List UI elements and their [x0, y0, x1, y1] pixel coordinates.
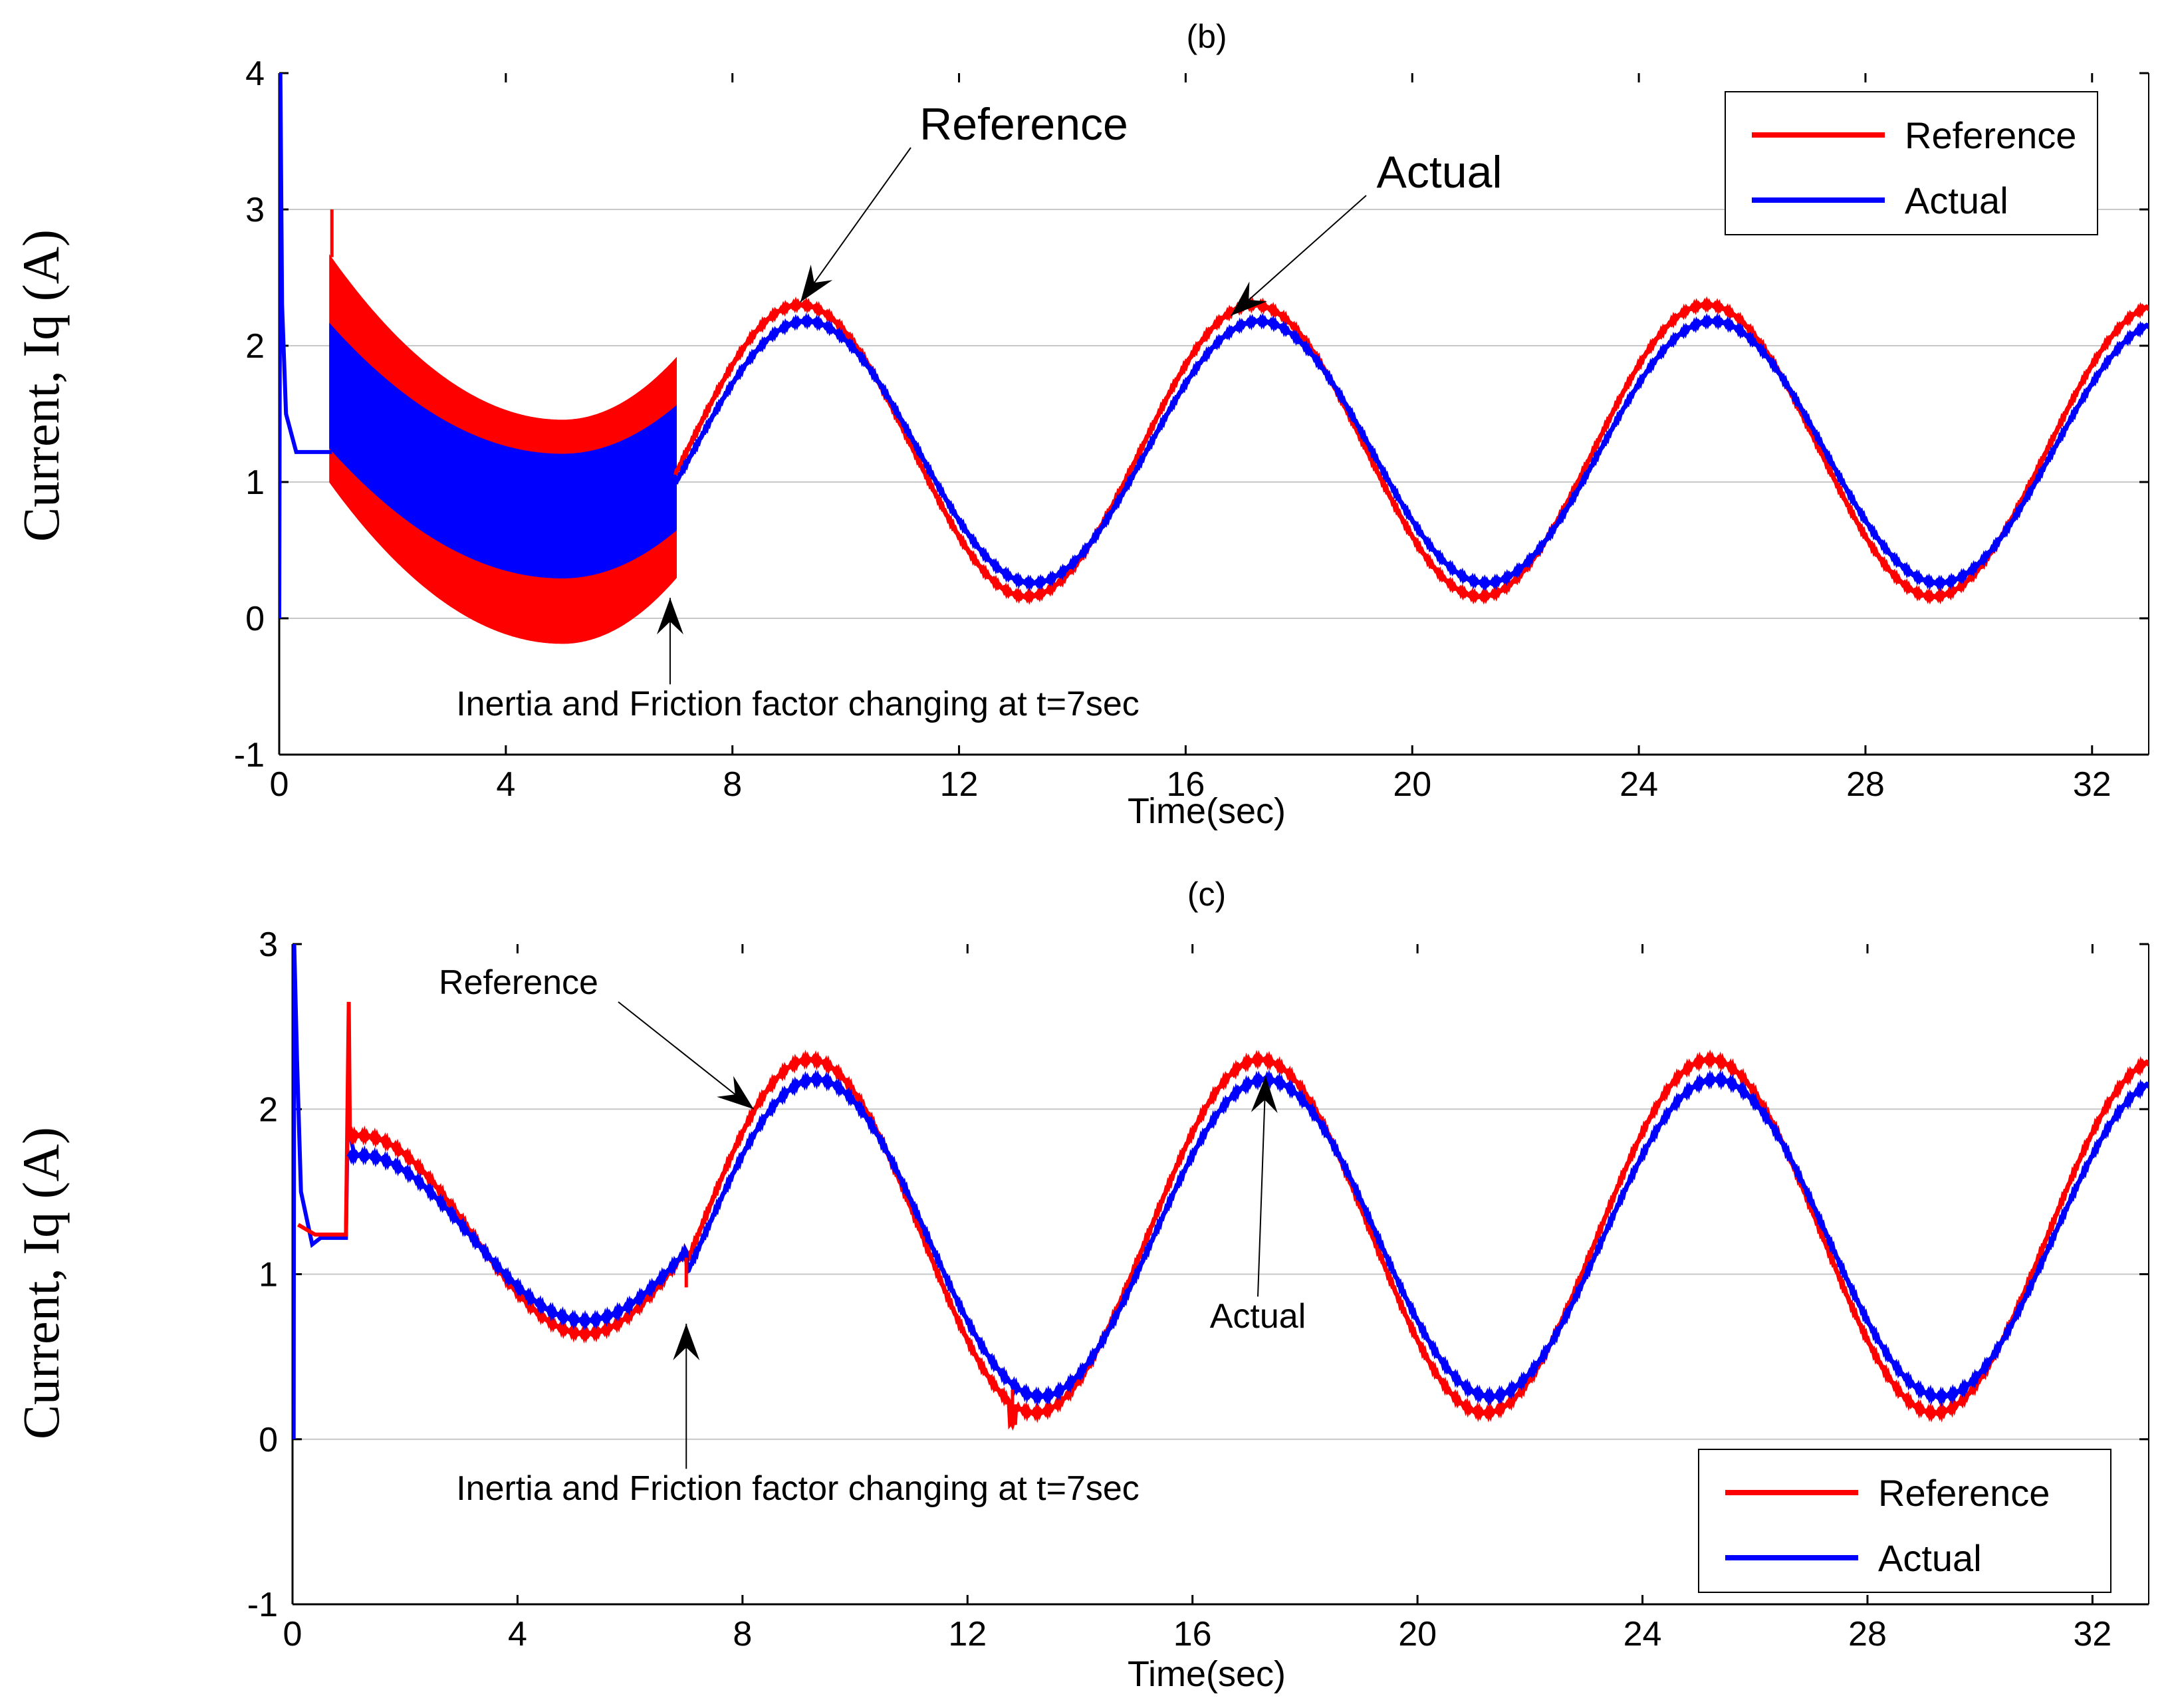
chart-panel-c: 0 4 8 12 16 20 24 28 32-10123(c)Time(sec)Current…	[12, 876, 2149, 1694]
legend-label: Actual	[1905, 180, 2008, 221]
x-axis-label: Time(sec)	[1128, 1654, 1286, 1694]
x-tick-label: 16	[1173, 1615, 1212, 1653]
y-tick-label: 4	[245, 55, 265, 93]
y-tick-label: 2	[259, 1090, 278, 1129]
annotation-label: Reference	[439, 963, 598, 1002]
y-tick-label: 1	[259, 1256, 278, 1294]
y-tick-label: 2	[245, 327, 265, 366]
legend: Reference Actual	[1725, 92, 2098, 235]
x-tick-label: 24	[1620, 765, 1658, 804]
y-tick-label: 3	[259, 925, 278, 964]
y-tick-label: 0	[259, 1421, 278, 1459]
y-tick-label: 0	[245, 600, 265, 638]
x-tick-label: 20	[1393, 765, 1431, 804]
y-axis-label: Current, Iq (A)	[12, 229, 70, 542]
legend-label: Reference	[1878, 1472, 2050, 1514]
legend-label: Actual	[1878, 1537, 1982, 1579]
chart-title: (c)	[1187, 876, 1226, 913]
x-tick-label: 28	[1846, 765, 1885, 804]
x-tick-label: 0	[283, 1615, 302, 1653]
x-tick-label: 28	[1848, 1615, 1887, 1653]
x-tick-label: 12	[940, 765, 979, 804]
y-tick-label: 1	[245, 463, 265, 502]
x-tick-label: 8	[723, 765, 742, 804]
x-axis-label: Time(sec)	[1128, 791, 1286, 831]
legend-label: Reference	[1905, 114, 2076, 156]
x-tick-label: 32	[2073, 1615, 2111, 1653]
annotation-label: Actual	[1377, 147, 1503, 197]
y-tick-label: 3	[245, 191, 265, 229]
annotation-label: Inertia and Friction factor changing at …	[456, 685, 1140, 723]
y-tick-label: -1	[247, 1586, 278, 1624]
x-tick-label: 24	[1624, 1615, 1662, 1653]
x-tick-label: 4	[508, 1615, 527, 1653]
x-tick-label: 20	[1398, 1615, 1437, 1653]
chart-title: (b)	[1186, 18, 1227, 55]
x-tick-label: 4	[496, 765, 515, 804]
x-tick-label: 0	[270, 765, 289, 804]
annotation-label: Reference	[919, 99, 1128, 150]
x-tick-label: 32	[2073, 765, 2111, 804]
legend: Reference Actual	[1699, 1449, 2111, 1592]
chart-panel-b: 0 4 8 12 16 20 24 28 32-101234(b)Time(sec)Curren…	[12, 18, 2149, 831]
y-tick-label: -1	[234, 736, 265, 775]
x-tick-label: 8	[733, 1615, 752, 1653]
annotation-label: Inertia and Friction factor changing at …	[456, 1469, 1140, 1508]
annotation-label: Actual	[1210, 1297, 1306, 1336]
y-axis-label: Current, Iq (A)	[12, 1127, 70, 1439]
x-tick-label: 12	[948, 1615, 987, 1653]
